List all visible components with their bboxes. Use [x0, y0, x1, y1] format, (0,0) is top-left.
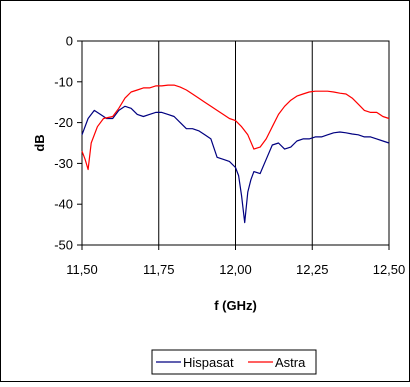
y-tick-label: -50 [54, 238, 73, 253]
y-tick-label: 0 [66, 34, 73, 49]
x-tick-label: 12,25 [296, 262, 329, 277]
y-tick-label: -40 [54, 197, 73, 212]
legend-label-hispasat: Hispasat [183, 355, 234, 370]
y-tick-label: -20 [54, 115, 73, 130]
series-line-hispasat [81, 105, 390, 224]
y-tick-label: -10 [54, 74, 73, 89]
y-tick-label: -30 [54, 156, 73, 171]
x-tick-label: 11,75 [143, 262, 175, 277]
x-axis-title: f (GHz) [214, 298, 257, 313]
legend: Hispasat Astra [151, 349, 317, 375]
x-tick-label: 12,50 [373, 262, 406, 277]
series-line-astra [81, 84, 390, 171]
axes [77, 40, 390, 250]
series-lines [81, 84, 390, 224]
grid-lines [158, 41, 313, 245]
legend-label-astra: Astra [275, 355, 306, 370]
x-tick-label: 12,00 [219, 262, 252, 277]
tick-labels: 0 -10 -20 -30 -40 -50 11,50 11,75 12,00 12,25 12,5… [54, 34, 405, 278]
x-tick-label: 11,50 [66, 262, 98, 277]
y-axis-title: dB [32, 134, 47, 151]
